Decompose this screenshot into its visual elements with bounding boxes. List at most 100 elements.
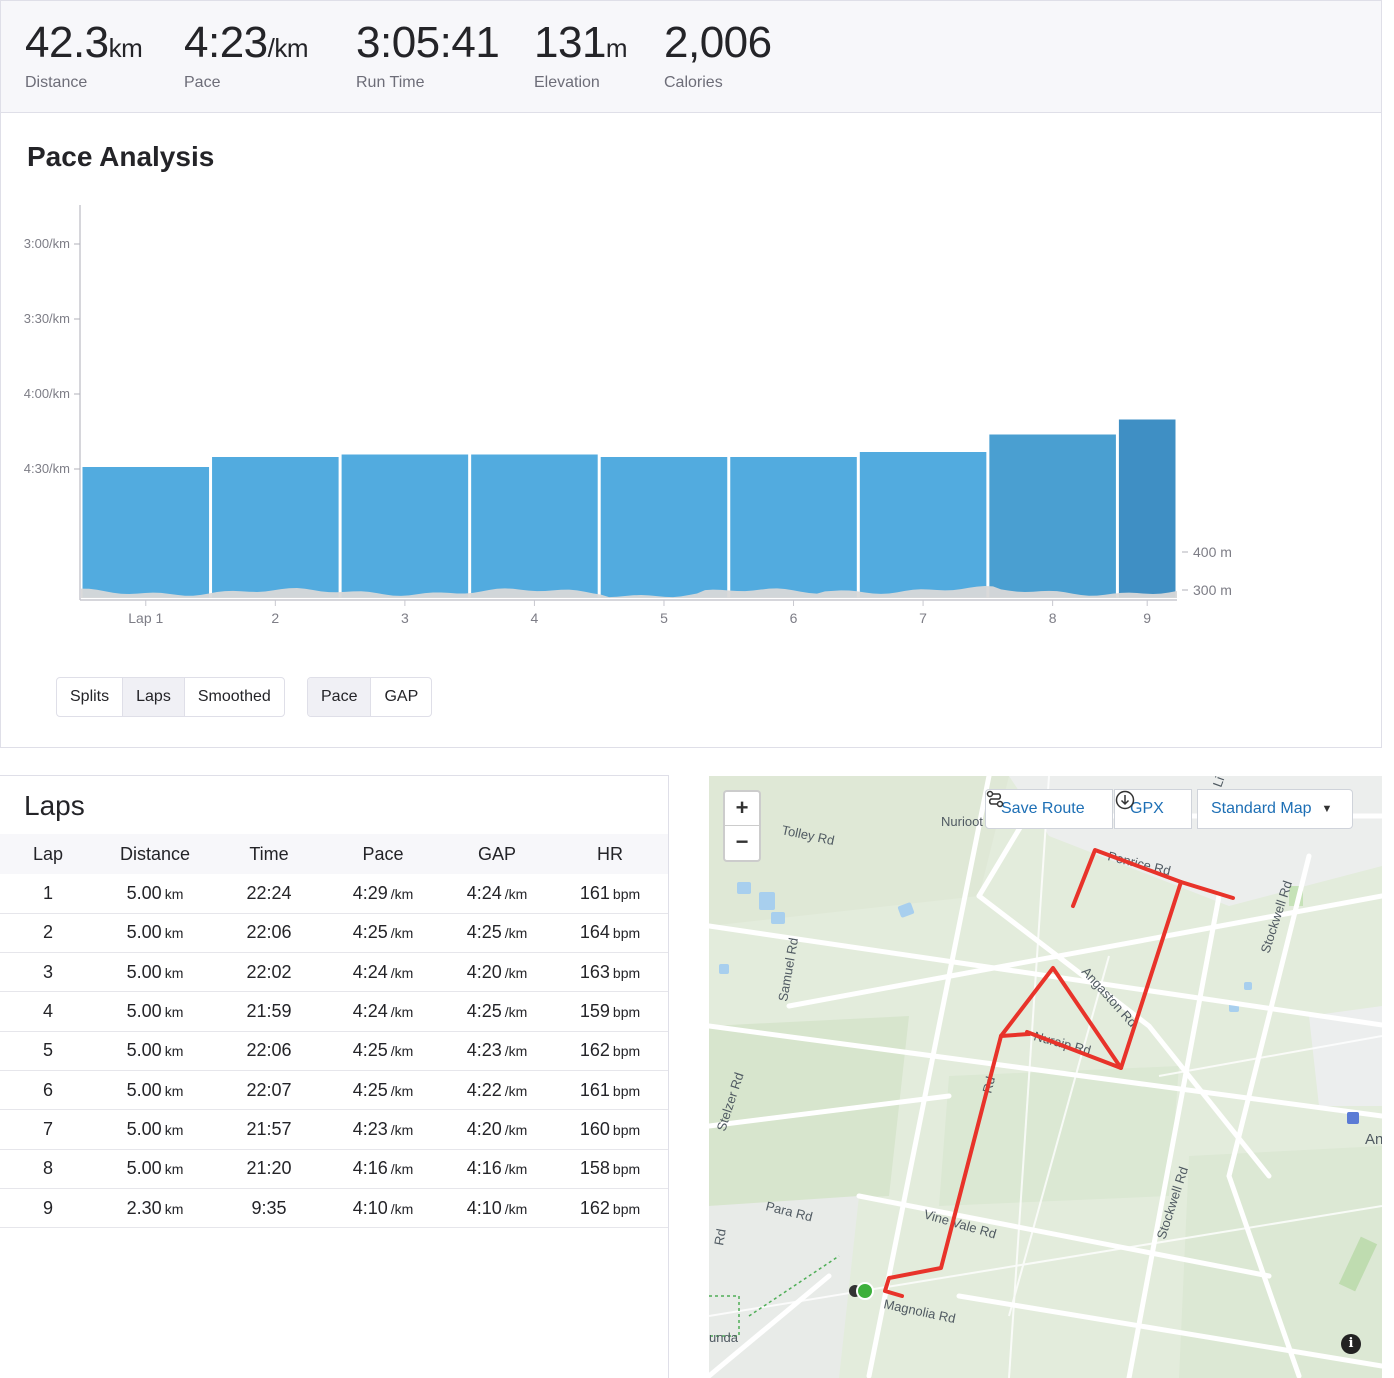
laps-button[interactable]: Laps bbox=[123, 678, 185, 716]
gap-button[interactable]: GAP bbox=[384, 688, 419, 705]
lap-cell: 2 bbox=[0, 913, 96, 954]
hr-cell-unit: bpm bbox=[612, 1121, 641, 1138]
pace-cell: 4:16/km bbox=[324, 1149, 442, 1189]
stat-label: Elevation bbox=[534, 74, 600, 91]
pace-bar bbox=[858, 451, 988, 599]
gap-cell-unit: /km bbox=[504, 1200, 528, 1217]
pace-cell-unit: /km bbox=[390, 1121, 414, 1138]
lap-cell-value: 3 bbox=[42, 961, 53, 982]
col-time: Time bbox=[214, 834, 324, 874]
table-row[interactable]: 9 2.30 km 9:35 4:10/km 4:10/km 162 bpm bbox=[0, 1188, 668, 1229]
gap-cell: 4:20/km bbox=[442, 1109, 552, 1150]
pace-cell-unit: /km bbox=[390, 925, 414, 942]
y-tick-label: 3:30/km bbox=[24, 311, 70, 326]
gpx-button[interactable]: GPX bbox=[1114, 789, 1192, 829]
table-row[interactable]: 1 5.00 km 22:24 4:29/km 4:24/km 161 bpm bbox=[0, 874, 668, 914]
distance-cell-unit: km bbox=[164, 925, 184, 942]
distance-cell-value: 5.00 bbox=[126, 922, 162, 943]
table-row[interactable]: 3 5.00 km 22:02 4:24/km 4:20/km 163 bpm bbox=[0, 952, 668, 993]
route-map[interactable]: Tolley Rd Nurioot Penrice Rd Stockwell R… bbox=[709, 776, 1382, 1378]
pace-cell-value: 4:23 bbox=[352, 1118, 388, 1139]
splits-button[interactable]: Splits bbox=[57, 678, 124, 716]
gap-cell-unit: /km bbox=[504, 964, 528, 981]
pace-cell: 4:29/km bbox=[324, 874, 442, 914]
elevation-tick-label: 300 m bbox=[1193, 582, 1232, 598]
lap-cell: 9 bbox=[0, 1188, 96, 1229]
hr-cell: 163 bpm bbox=[552, 952, 668, 993]
map-style-select[interactable]: Standard Map ▼ bbox=[1197, 789, 1353, 829]
hr-cell-unit: bpm bbox=[612, 1161, 641, 1178]
pace-cell: 4:25/km bbox=[324, 1070, 442, 1111]
time-cell-value: 9:35 bbox=[251, 1197, 287, 1218]
gap-cell-value: 4:24 bbox=[466, 882, 502, 903]
hr-cell-value: 159 bbox=[579, 1001, 610, 1022]
gap-cell: 4:16/km bbox=[442, 1149, 552, 1189]
pace-bar bbox=[340, 453, 470, 599]
gap-cell-value: 4:23 bbox=[466, 1040, 502, 1061]
pace-cell-value: 4:25 bbox=[352, 1040, 388, 1061]
caret-down-icon: ▼ bbox=[1321, 803, 1333, 815]
col-pace: Pace bbox=[324, 834, 442, 874]
distance-cell-value: 2.30 bbox=[126, 1197, 162, 1218]
pace-cell-unit: /km bbox=[390, 1004, 414, 1021]
pace-cell-unit: /km bbox=[390, 964, 414, 981]
lap-cell: 6 bbox=[0, 1070, 96, 1111]
time-cell: 22:24 bbox=[214, 874, 324, 914]
stat-value: 131 bbox=[534, 18, 606, 67]
hr-cell-value: 161 bbox=[579, 1079, 610, 1100]
table-row[interactable]: 6 5.00 km 22:07 4:25/km 4:22/km 161 bpm bbox=[0, 1070, 668, 1111]
time-cell: 21:59 bbox=[214, 991, 324, 1032]
map-canvas[interactable]: Tolley Rd Nurioot Penrice Rd Stockwell R… bbox=[709, 776, 1382, 1378]
stat-label: Distance bbox=[25, 74, 88, 91]
smoothed-button[interactable]: Smoothed bbox=[197, 688, 271, 705]
save-route-label: Save Route bbox=[1001, 800, 1085, 817]
lap-cell-value: 8 bbox=[42, 1158, 53, 1179]
stat-unit: km bbox=[108, 33, 143, 63]
hr-cell-unit: bpm bbox=[612, 885, 641, 902]
laps-card: Laps Lap Distance Time Pace GAP HR 1 5.00… bbox=[0, 775, 669, 1378]
time-cell: 9:35 bbox=[214, 1188, 324, 1229]
lap-cell-value: 4 bbox=[42, 1001, 53, 1022]
pace-analysis-card: Pace Analysis 3:00/km 3:30/km 4:00/km 4:30/… bbox=[0, 113, 1382, 748]
zoom-in-button[interactable]: + bbox=[725, 792, 759, 826]
table-row[interactable]: 4 5.00 km 21:59 4:24/km 4:25/km 159 bpm bbox=[0, 991, 668, 1032]
hr-cell: 161 bpm bbox=[552, 874, 668, 914]
pace-chart[interactable]: 3:00/km 3:30/km 4:00/km 4:30/km Lap 1 2 3 4 5 6 7 8… bbox=[1, 193, 1301, 673]
stat-unit: /km bbox=[267, 33, 309, 63]
pace-button[interactable]: Pace bbox=[308, 678, 372, 716]
table-row[interactable]: 5 5.00 km 22:06 4:25/km 4:23/km 162 bpm bbox=[0, 1031, 668, 1071]
zoom-out-button[interactable]: − bbox=[735, 829, 749, 854]
save-route-button[interactable]: Save Route bbox=[985, 789, 1113, 829]
col-lap: Lap bbox=[0, 834, 96, 874]
lap-cell-value: 1 bbox=[42, 882, 53, 903]
info-icon[interactable]: i bbox=[1341, 1334, 1361, 1354]
x-tick-label: 5 bbox=[660, 610, 668, 626]
time-cell: 21:57 bbox=[214, 1109, 324, 1150]
table-row[interactable]: 8 5.00 km 21:20 4:16/km 4:16/km 158 bpm bbox=[0, 1149, 668, 1189]
elevation-profile bbox=[81, 586, 1177, 598]
gap-cell-value: 4:25 bbox=[466, 922, 502, 943]
pace-cell-value: 4:29 bbox=[352, 882, 388, 903]
pace-cell: 4:24/km bbox=[324, 952, 442, 993]
time-cell-value: 21:57 bbox=[246, 1118, 292, 1139]
distance-cell-value: 5.00 bbox=[126, 1040, 162, 1061]
hr-cell-unit: bpm bbox=[612, 1004, 641, 1021]
hr-cell-unit: bpm bbox=[612, 964, 641, 981]
gap-cell: 4:10/km bbox=[442, 1188, 552, 1229]
map-label: Nurioot bbox=[941, 814, 983, 829]
distance-cell: 5.00 km bbox=[96, 991, 214, 1032]
pace-cell: 4:24/km bbox=[324, 991, 442, 1032]
table-row[interactable]: 7 5.00 km 21:57 4:23/km 4:20/km 160 bpm bbox=[0, 1109, 668, 1150]
gap-cell-value: 4:10 bbox=[466, 1197, 502, 1218]
pace-bar bbox=[729, 456, 858, 599]
stats-header: 42.3km Distance 4:23/km Pace 3:05:41 Run… bbox=[0, 0, 1382, 113]
hr-cell-value: 163 bbox=[579, 961, 610, 982]
time-cell: 22:06 bbox=[214, 1031, 324, 1071]
hr-cell-unit: bpm bbox=[612, 1200, 641, 1217]
gap-cell-unit: /km bbox=[504, 1082, 528, 1099]
lap-cell-value: 5 bbox=[42, 1040, 53, 1061]
pace-cell-value: 4:25 bbox=[352, 1079, 388, 1100]
transit-icon bbox=[1347, 1112, 1359, 1124]
table-row[interactable]: 2 5.00 km 22:06 4:25/km 4:25/km 164 bpm bbox=[0, 913, 668, 954]
gap-cell: 4:22/km bbox=[442, 1070, 552, 1111]
